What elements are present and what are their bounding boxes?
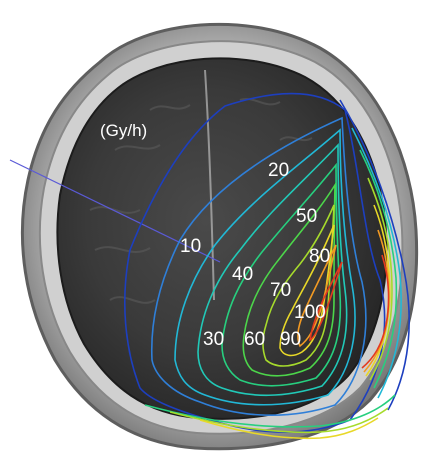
isodose-label-40: 40 [232, 264, 253, 285]
isodose-label-100: 100 [294, 302, 326, 323]
isodose-90-contour [297, 244, 337, 348]
isodose-lower-band-2 [169, 407, 389, 434]
pointer-line [9, 159, 221, 263]
isodose-30-edge [351, 127, 402, 399]
isodose-70-contour [262, 204, 335, 367]
isodose-100-contour [308, 261, 343, 342]
isodose-70-edge [367, 177, 393, 381]
isodose-label-60: 60 [244, 329, 265, 350]
isodose-label-20: 20 [268, 160, 289, 181]
isodose-lower-band-3 [199, 417, 379, 440]
unit-label: (Gy/h) [100, 121, 147, 140]
isodose-80-edge [365, 204, 391, 377]
isodose-20-contour [150, 116, 367, 416]
isodose-40-contour [197, 142, 348, 397]
isodose-10-edge [339, 99, 410, 411]
isodose-100-edge [361, 254, 390, 369]
isodose-50-edge [359, 149, 398, 389]
isodose-label-10: 10 [180, 236, 201, 257]
isodose-label-50: 50 [296, 206, 317, 227]
isodose-50-contour [221, 162, 342, 387]
isodose-60-contour [242, 182, 336, 377]
midline [204, 69, 215, 301]
isodose-label-70: 70 [270, 280, 291, 301]
brain-texture [89, 97, 313, 304]
isodose-label-30: 30 [203, 329, 224, 350]
isodose-30-contour [174, 128, 356, 406]
isodose-label-80: 80 [309, 246, 330, 267]
isodose-label-90: 90 [280, 329, 301, 350]
isodose-lower-band-1 [144, 394, 396, 428]
